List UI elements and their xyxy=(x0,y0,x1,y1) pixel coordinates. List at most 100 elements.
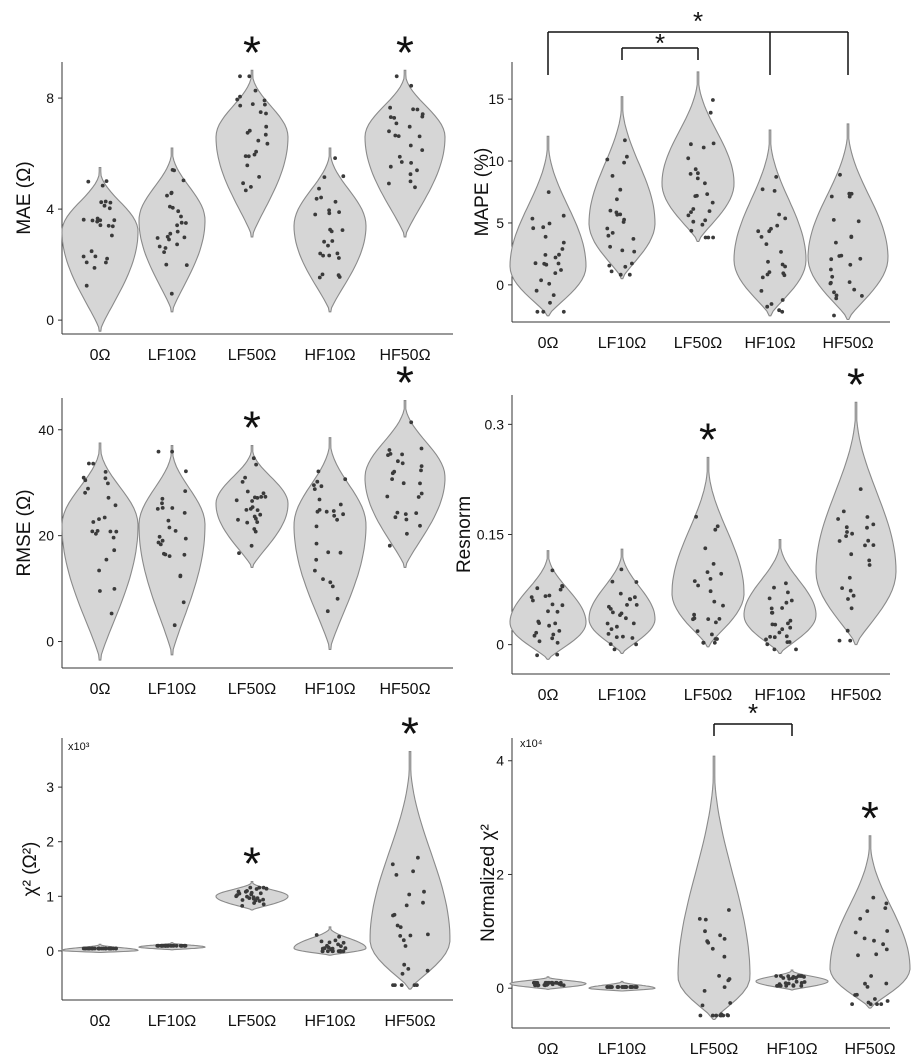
data-point xyxy=(834,240,838,245)
data-point xyxy=(337,210,341,215)
data-point xyxy=(605,621,610,626)
data-point xyxy=(181,600,186,605)
data-point xyxy=(175,242,180,247)
significance-star: * xyxy=(401,708,419,760)
x-category-label: LF50Ω xyxy=(684,687,732,704)
data-point xyxy=(537,639,542,644)
data-point xyxy=(714,1013,719,1018)
data-point xyxy=(560,603,565,608)
x-category-label: HF10Ω xyxy=(304,1013,355,1030)
data-point xyxy=(87,461,91,466)
data-point xyxy=(691,219,696,224)
data-point xyxy=(789,598,794,603)
data-point xyxy=(322,175,327,180)
data-point xyxy=(318,251,323,256)
data-point xyxy=(314,541,319,546)
data-point xyxy=(183,536,188,541)
data-point xyxy=(783,216,788,221)
data-point xyxy=(615,197,619,202)
data-point xyxy=(169,191,174,196)
data-point xyxy=(317,186,321,191)
data-point xyxy=(788,625,793,630)
data-point xyxy=(717,974,721,978)
data-point xyxy=(111,535,116,540)
data-point xyxy=(543,594,548,598)
data-point xyxy=(703,929,707,934)
x-category-label: HF50Ω xyxy=(822,335,873,352)
data-point xyxy=(114,946,118,951)
data-point xyxy=(394,121,399,126)
data-point xyxy=(240,904,245,908)
data-point xyxy=(608,607,613,611)
x-category-label: 0Ω xyxy=(538,687,559,704)
data-point xyxy=(705,192,710,197)
data-point xyxy=(692,579,697,583)
data-point xyxy=(541,225,546,230)
violin-panel-2: 0 5 10 15 MAPE (%) 0Ω LF10Ω LF50Ω HF10Ω HF50Ω * * xyxy=(472,6,890,352)
data-point xyxy=(619,567,624,572)
significance-star: * xyxy=(861,792,879,844)
data-point xyxy=(163,943,168,948)
data-point xyxy=(788,618,793,623)
data-point xyxy=(165,234,170,239)
data-point xyxy=(837,539,842,543)
data-point xyxy=(155,507,160,511)
data-point xyxy=(850,1002,854,1006)
data-point xyxy=(105,256,109,261)
data-point xyxy=(398,925,403,929)
data-point xyxy=(831,218,836,222)
data-point xyxy=(533,261,538,266)
x-category-label: LF10Ω xyxy=(598,335,646,352)
data-point xyxy=(243,154,248,159)
data-point xyxy=(261,902,266,907)
data-point xyxy=(160,538,165,543)
data-point xyxy=(553,255,558,260)
data-point xyxy=(530,216,535,221)
data-point xyxy=(557,252,561,257)
data-point xyxy=(547,623,551,628)
data-point xyxy=(86,179,91,184)
data-point xyxy=(419,464,424,468)
data-point xyxy=(89,249,94,254)
violin-panel-6: 0 2 4 Normalized χ² x10⁴ 0Ω LF10Ω LF50Ω HF10Ω HF5… xyxy=(478,698,911,1058)
data-point xyxy=(255,508,260,512)
data-point xyxy=(99,200,104,205)
data-point xyxy=(250,102,255,106)
data-point xyxy=(550,602,555,607)
y-tick-label: 0 xyxy=(496,277,504,293)
significance-bracket: * xyxy=(713,698,793,736)
x-category-label: 0Ω xyxy=(90,347,111,364)
data-point xyxy=(93,254,98,259)
data-point xyxy=(834,296,839,301)
data-point xyxy=(249,892,254,897)
data-point xyxy=(696,583,700,588)
data-point xyxy=(848,262,853,267)
data-point xyxy=(327,253,332,258)
data-point xyxy=(331,509,336,513)
data-point xyxy=(104,260,108,265)
data-point xyxy=(170,449,175,454)
x-category-label: LF10Ω xyxy=(148,347,196,364)
data-point xyxy=(338,949,343,954)
data-point xyxy=(234,498,239,503)
data-point xyxy=(867,558,872,563)
data-point xyxy=(314,524,319,529)
data-point xyxy=(856,219,861,224)
data-point xyxy=(848,588,853,593)
violin-HF10Ω xyxy=(743,539,817,654)
data-point xyxy=(799,974,804,978)
data-point xyxy=(413,185,417,190)
data-point xyxy=(255,520,260,524)
data-point xyxy=(879,1002,884,1006)
data-point xyxy=(253,88,258,93)
data-point xyxy=(340,228,345,233)
data-point xyxy=(400,452,404,457)
data-point xyxy=(241,181,246,186)
data-point xyxy=(415,168,419,173)
data-point xyxy=(689,142,693,147)
data-point xyxy=(840,586,844,590)
data-point xyxy=(157,534,162,539)
data-point xyxy=(184,263,189,267)
data-point xyxy=(873,997,877,1001)
data-point xyxy=(858,916,863,921)
